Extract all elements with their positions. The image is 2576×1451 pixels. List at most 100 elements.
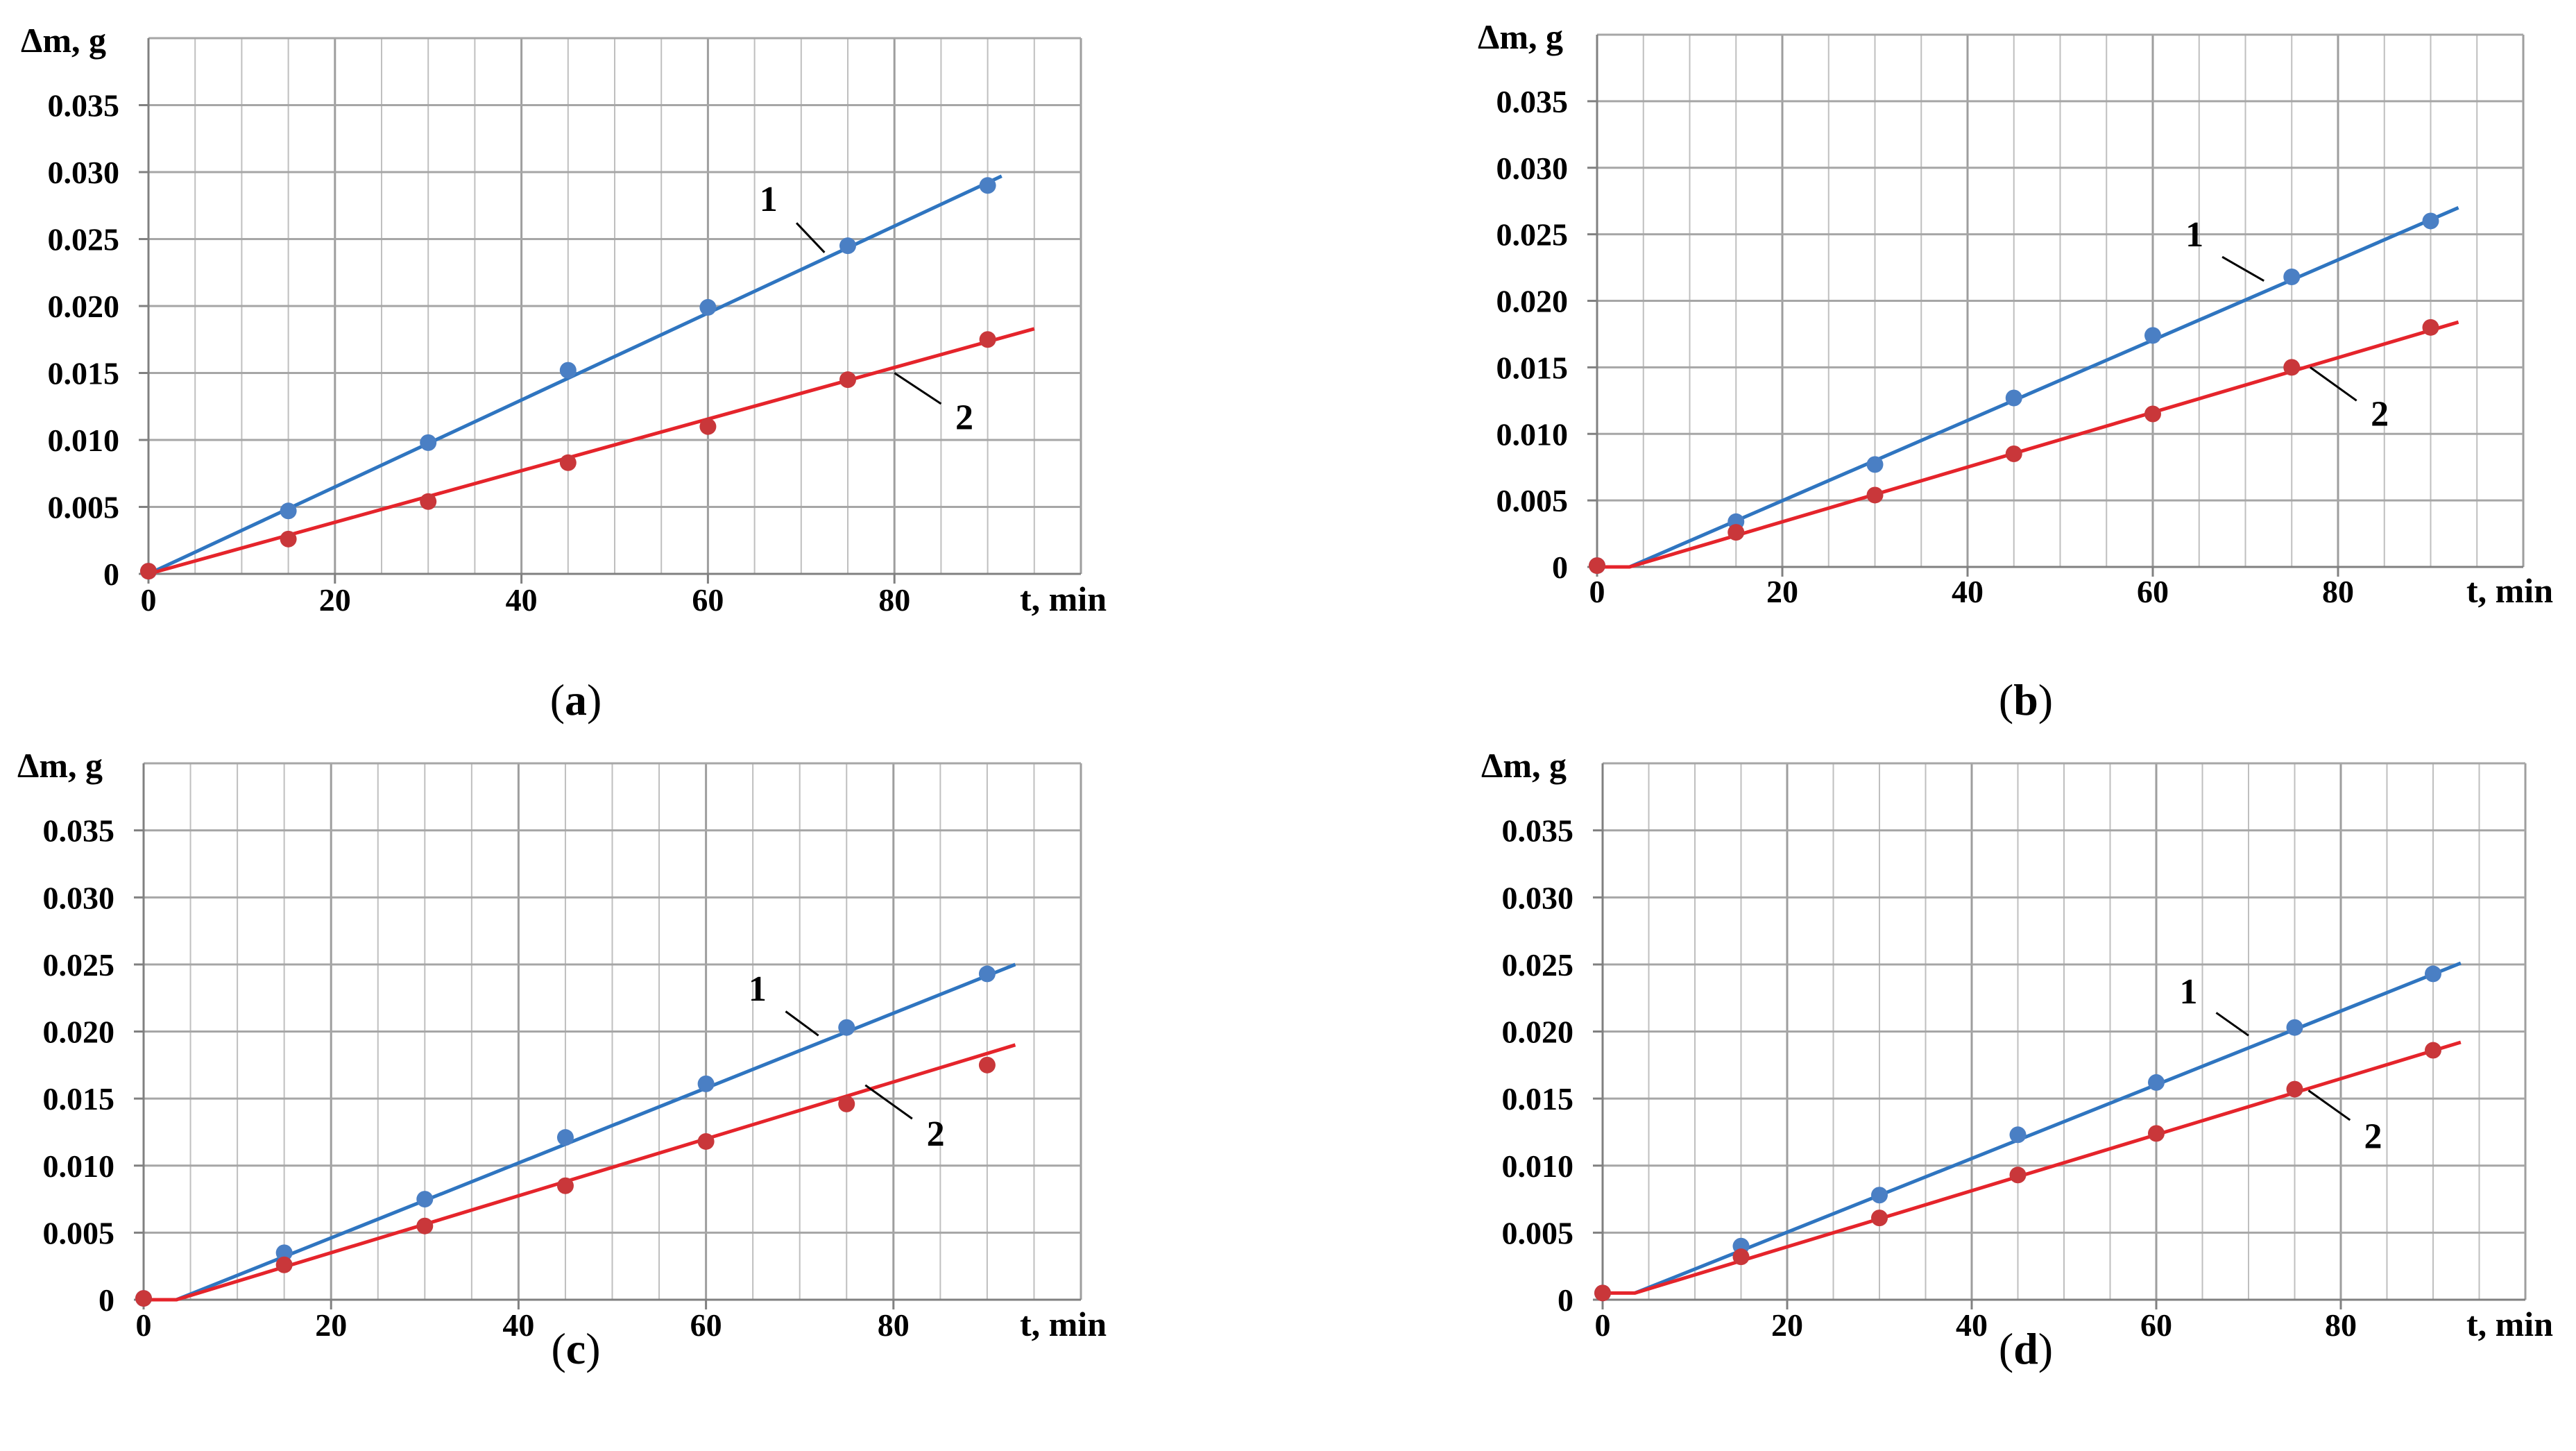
data-point bbox=[1871, 1187, 1888, 1204]
curve-label-2: 2 bbox=[955, 398, 973, 438]
y-tick-label: 0.015 bbox=[1496, 350, 1569, 385]
fit-line-series-1 bbox=[176, 962, 1016, 1302]
panel-caption-letter: c bbox=[566, 1324, 586, 1373]
x-tick-label: 40 bbox=[502, 1307, 534, 1343]
data-point bbox=[420, 434, 437, 451]
fit-line-series-2 bbox=[1597, 320, 2459, 569]
panel-caption: (b) bbox=[1999, 675, 2053, 724]
panel-caption-open: ( bbox=[550, 675, 565, 724]
data-point bbox=[697, 1075, 715, 1092]
x-tick-label: 40 bbox=[506, 582, 538, 618]
data-point bbox=[275, 1244, 293, 1262]
data-point bbox=[979, 331, 996, 348]
data-point bbox=[420, 493, 437, 510]
data-point bbox=[2148, 1074, 2165, 1091]
fit-line-series-1 bbox=[1634, 961, 2462, 1295]
x-tick-label: 20 bbox=[1771, 1307, 1803, 1343]
x-tick-label: 60 bbox=[692, 582, 724, 618]
data-point bbox=[556, 1177, 574, 1194]
curve-leader-line bbox=[785, 1010, 819, 1037]
data-point bbox=[2009, 1166, 2027, 1184]
curve-leader-line bbox=[864, 1084, 913, 1120]
panel-caption-open: ( bbox=[1999, 675, 2013, 724]
curve-leader-line bbox=[2215, 1012, 2249, 1037]
x-tick-label: 80 bbox=[2322, 574, 2354, 609]
x-axis-title: t, min bbox=[1020, 579, 1107, 618]
x-tick-label: 0 bbox=[141, 582, 157, 618]
data-point bbox=[1589, 557, 1605, 575]
data-point bbox=[559, 454, 577, 471]
x-tick-label: 60 bbox=[2140, 1307, 2172, 1343]
x-tick-label: 40 bbox=[1952, 574, 1984, 609]
panel-caption: (d) bbox=[1999, 1324, 2053, 1373]
curve-leader-line bbox=[2308, 1089, 2351, 1121]
data-point bbox=[559, 362, 577, 379]
fit-line-series-2 bbox=[148, 327, 1035, 576]
data-point bbox=[839, 371, 856, 389]
data-point bbox=[1732, 1248, 1750, 1266]
curve-label-1: 1 bbox=[2185, 215, 2203, 255]
y-tick-label: 0 bbox=[1552, 550, 1568, 585]
data-point bbox=[2144, 327, 2161, 344]
chart-panel-a: 0 20 40 60 80 0 0.005 0.010 0.015 0.020 0.025 0.030… bbox=[21, 21, 1107, 724]
y-tick-label: 0.035 bbox=[1502, 813, 1574, 849]
panel-caption: (a) bbox=[550, 675, 602, 724]
fit-line-series-2 bbox=[1603, 1040, 2462, 1295]
series-2: 2 bbox=[1589, 319, 2459, 575]
y-tick-label: 0.005 bbox=[1502, 1215, 1574, 1250]
x-tick-label: 20 bbox=[319, 582, 351, 618]
y-tick-label: 0.015 bbox=[48, 356, 120, 391]
curve-leader-line bbox=[894, 372, 942, 405]
curve-label-2: 2 bbox=[2371, 395, 2389, 434]
panel-caption-close: ) bbox=[2038, 675, 2053, 724]
y-tick-label: 0.020 bbox=[48, 289, 120, 324]
y-tick-label: 0.020 bbox=[1496, 284, 1569, 319]
y-tick-label: 0.010 bbox=[43, 1148, 115, 1184]
x-tick-label: 60 bbox=[690, 1307, 722, 1343]
data-point bbox=[699, 298, 717, 316]
data-point bbox=[2283, 268, 2301, 285]
y-tick-label: 0.020 bbox=[43, 1015, 115, 1050]
y-tick-label: 0.010 bbox=[48, 423, 120, 458]
data-point bbox=[2005, 446, 2022, 463]
y-tick-label: 0.010 bbox=[1502, 1148, 1574, 1184]
y-axis-title: Δm, g bbox=[17, 746, 103, 785]
data-point bbox=[1866, 456, 1884, 473]
y-tick-label: 0 bbox=[103, 557, 119, 592]
y-tick-label: 0.030 bbox=[43, 880, 115, 915]
panel-caption-letter: d bbox=[2013, 1324, 2038, 1373]
curve-label-1: 1 bbox=[760, 180, 778, 219]
series-2: 2 bbox=[135, 1043, 1016, 1307]
grid-lines bbox=[144, 762, 1082, 1300]
y-tick-label: 0.010 bbox=[1496, 416, 1569, 452]
fit-line-series-2 bbox=[144, 1043, 1016, 1302]
x-axis-title: t, min bbox=[1020, 1305, 1107, 1343]
data-point bbox=[2286, 1019, 2303, 1036]
curve-label-2: 2 bbox=[927, 1114, 945, 1154]
curve-label-1: 1 bbox=[749, 969, 767, 1009]
y-tick-label: 0.015 bbox=[1502, 1081, 1574, 1117]
panel-caption: (c) bbox=[551, 1324, 600, 1373]
panel-caption-letter: a bbox=[565, 675, 587, 724]
y-tick-label: 0.035 bbox=[48, 88, 120, 124]
y-tick-label: 0 bbox=[1558, 1282, 1573, 1318]
data-point bbox=[978, 965, 996, 983]
chart-panel-b: 0 20 40 60 80 0 0.005 0.010 0.015 0.020 0.025 0.030… bbox=[1478, 17, 2553, 724]
data-point bbox=[697, 1132, 715, 1150]
data-point bbox=[2009, 1126, 2027, 1144]
data-point bbox=[838, 1095, 855, 1112]
curve-leader-line bbox=[2221, 255, 2264, 282]
data-point bbox=[2005, 389, 2022, 407]
curve-leader-line bbox=[2310, 366, 2357, 402]
data-point bbox=[2148, 1125, 2165, 1142]
data-point bbox=[280, 502, 297, 520]
y-axis-title: Δm, g bbox=[1481, 746, 1567, 785]
y-tick-label: 0.015 bbox=[43, 1081, 115, 1117]
data-point bbox=[2422, 212, 2439, 230]
y-tick-label: 0.030 bbox=[1496, 151, 1569, 186]
chart-panel-c: 0 20 40 60 80 0 0.005 0.010 0.015 0.020 0.025 0.030… bbox=[17, 746, 1107, 1373]
data-point bbox=[1728, 524, 1745, 541]
panel-caption-close: ) bbox=[2038, 1324, 2053, 1373]
data-point bbox=[1866, 486, 1884, 504]
data-point bbox=[838, 1019, 855, 1036]
